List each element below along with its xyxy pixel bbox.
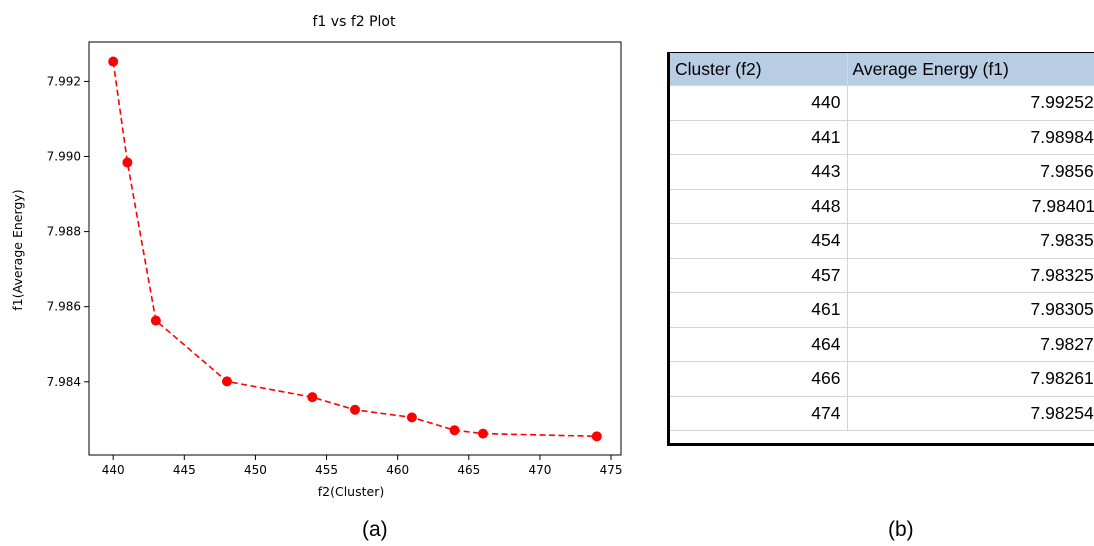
y-axis: 7.984 7.986 7.988 7.990 7.992	[47, 74, 89, 389]
average-energy-cell: 7.982547	[847, 396, 1094, 431]
column-header-average-energy: Average Energy (f1)	[847, 53, 1094, 86]
x-tick-label: 455	[315, 463, 338, 477]
data-point	[350, 404, 360, 415]
y-tick-label: 7.986	[47, 300, 81, 314]
column-header-cluster: Cluster (f2)	[670, 53, 848, 86]
data-point	[406, 412, 417, 423]
cluster-cell: 464	[670, 327, 848, 362]
x-tick-label: 450	[244, 463, 267, 477]
y-axis-label: f1(Average Energy)	[10, 189, 25, 310]
cluster-cell: 454	[670, 223, 848, 259]
data-point	[307, 392, 318, 403]
y-tick-label: 7.990	[47, 150, 81, 164]
average-energy-cell: 7.982619	[847, 361, 1094, 397]
data-table: Cluster (f2) Average Energy (f1) 440 7.99…	[670, 53, 1094, 431]
cluster-cell: 474	[670, 396, 848, 431]
cluster-cell: 440	[670, 85, 848, 121]
cluster-cell: 466	[670, 361, 848, 397]
x-axis-label: f2(Cluster)	[318, 484, 384, 499]
average-energy-cell: 7.983052	[847, 292, 1094, 328]
plot-area-frame	[88, 41, 622, 456]
x-tick-label: 460	[386, 463, 409, 477]
cluster-cell: 461	[670, 292, 848, 328]
data-point	[478, 428, 489, 439]
line-chart: f1 vs f2 Plot 440 445 450 455 460 465 470 475 7…	[10, 14, 623, 499]
data-point	[108, 56, 119, 67]
x-tick-label: 475	[600, 463, 623, 477]
data-table-container: Cluster (f2) Average Energy (f1) 440 7.99…	[667, 52, 1094, 446]
cluster-cell: 441	[670, 120, 848, 155]
y-tick-label: 7.988	[47, 225, 81, 239]
x-tick-label: 465	[457, 463, 480, 477]
data-point	[122, 157, 133, 168]
data-point	[449, 425, 460, 436]
chart-title: f1 vs f2 Plot	[313, 14, 396, 30]
cluster-cell: 448	[670, 189, 848, 224]
series-line	[112, 61, 597, 438]
series-group	[108, 56, 602, 442]
average-energy-cell: 7.984011	[847, 189, 1094, 224]
data-point	[221, 376, 232, 387]
y-tick-label: 7.984	[47, 375, 81, 389]
data-point	[150, 315, 161, 326]
x-axis: 440 445 450 455 460 465 470 475	[102, 455, 623, 477]
average-energy-cell: 7.98563	[847, 154, 1094, 190]
table-body: 4407.9925294417.9898424437.985634487.984…	[670, 85, 1094, 431]
data-point	[591, 431, 602, 442]
average-energy-cell: 7.98271	[847, 327, 1094, 362]
caption-a: (a)	[362, 518, 388, 541]
cluster-cell: 457	[670, 258, 848, 293]
cluster-cell: 443	[670, 154, 848, 190]
x-tick-label: 470	[528, 463, 551, 477]
average-energy-cell: 7.98359	[847, 223, 1094, 259]
average-energy-cell: 7.989842	[847, 120, 1094, 155]
x-tick-label: 445	[173, 463, 196, 477]
x-tick-label: 440	[102, 463, 125, 477]
table-header-row: Cluster (f2) Average Energy (f1)	[670, 53, 1094, 86]
y-tick-label: 7.992	[47, 74, 81, 88]
average-energy-cell: 7.992529	[847, 85, 1094, 121]
caption-b: (b)	[888, 518, 914, 541]
